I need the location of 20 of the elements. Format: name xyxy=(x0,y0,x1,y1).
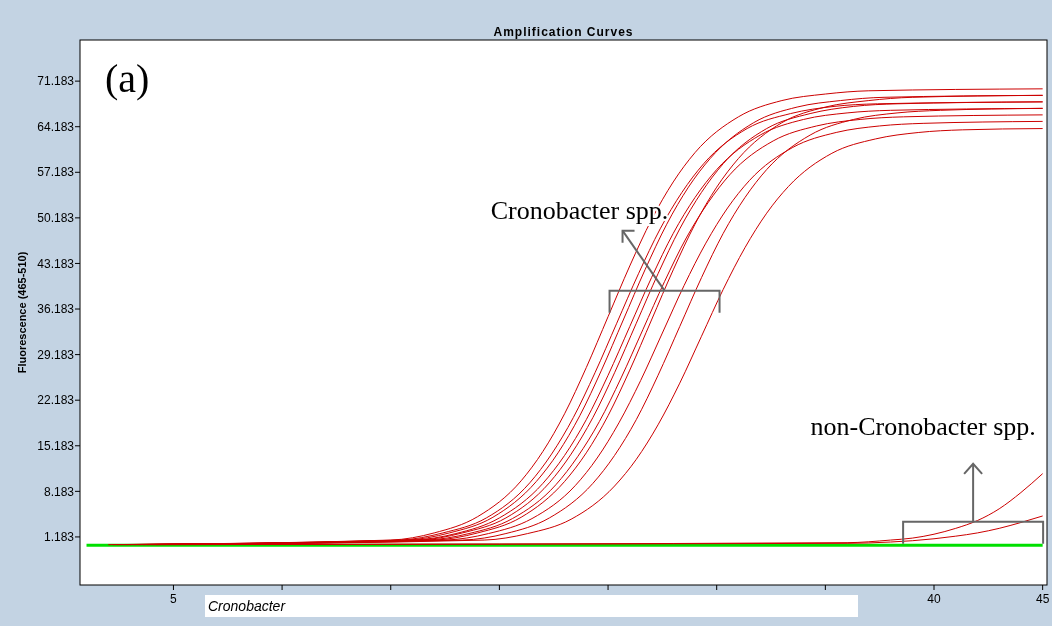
y-tick-label: 50.183 xyxy=(37,211,75,226)
annotation: (a) xyxy=(105,56,150,101)
y-tick-label: 8.183 xyxy=(43,484,75,499)
y-tick-label: 15.183 xyxy=(37,438,75,453)
y-tick-label: 29.183 xyxy=(37,347,75,362)
y-axis-title: Fluorescence (465-510) xyxy=(16,251,28,374)
y-tick-label: 36.183 xyxy=(37,302,75,317)
y-tick-label: 57.183 xyxy=(37,165,75,180)
y-tick-label: 22.183 xyxy=(37,393,75,408)
annotation: Cronobacter spp. xyxy=(490,195,669,225)
x-tick-label: 45 xyxy=(1035,592,1050,606)
annotation: non-Cronobacter spp. xyxy=(810,411,1036,441)
y-tick-label: 64.183 xyxy=(37,119,75,134)
y-tick-label: 1.183 xyxy=(43,530,75,545)
x-tick-label: 40 xyxy=(927,592,941,606)
chart-title: Amplification Curves xyxy=(493,25,634,39)
text: Cronobacter xyxy=(208,598,287,614)
y-tick-label: 71.183 xyxy=(37,74,75,89)
y-tick-label: 43.183 xyxy=(37,256,75,271)
x-tick-label: 5 xyxy=(170,592,178,606)
